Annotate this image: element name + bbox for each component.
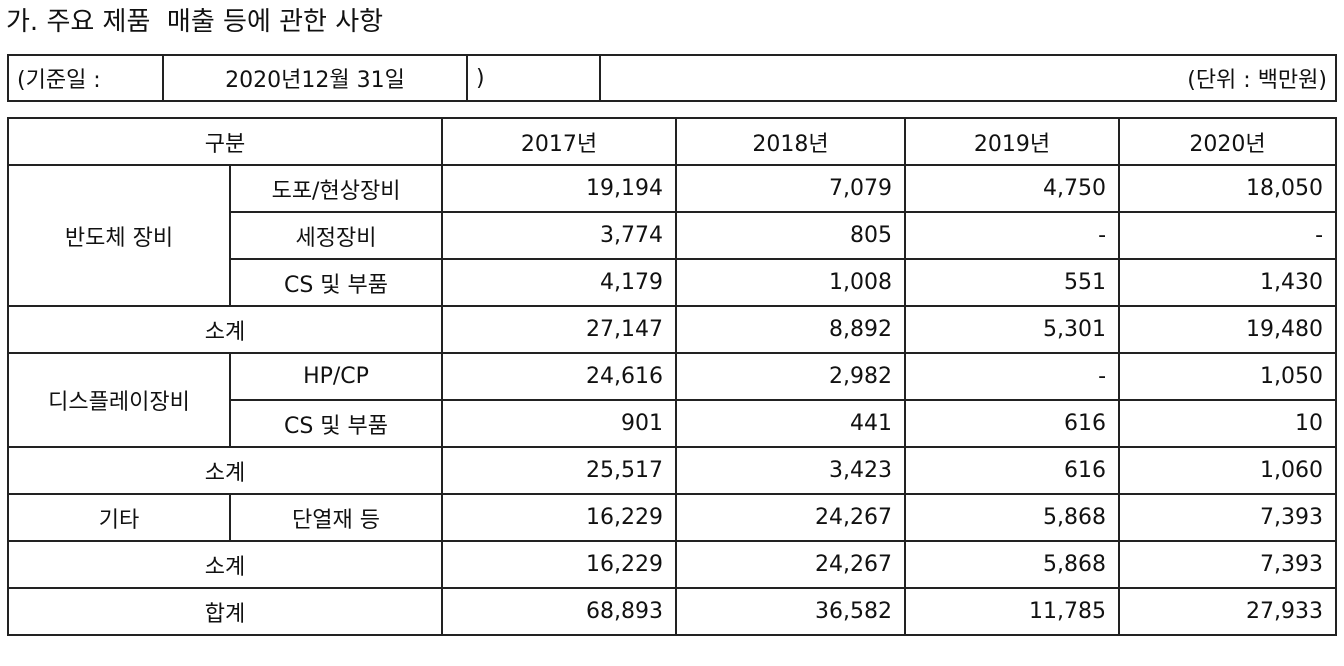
table-row: 기타 단열재 등 16,229 24,267 5,868 7,393: [7, 493, 1338, 542]
value-cell: 551: [904, 258, 1121, 307]
value-cell: 27,147: [441, 305, 678, 354]
value-cell: 3,423: [675, 446, 907, 495]
value-cell: 7,393: [1118, 493, 1338, 542]
value-cell: 24,616: [441, 352, 678, 401]
value-cell: 1,050: [1118, 352, 1338, 401]
value-cell: 16,229: [441, 493, 678, 542]
value-cell: 1,008: [675, 258, 907, 307]
info-table: (기준일 : 2020년12월 31일 ) (단위 : 백만원): [7, 54, 1337, 102]
sales-table: 구분 2017년 2018년 2019년 2020년 반도체 장비 도포/현상장…: [6, 117, 1338, 636]
value-cell: 68,893: [441, 587, 678, 636]
header-year: 2020년: [1118, 117, 1338, 166]
table-row: 디스플레이장비 HP/CP 24,616 2,982 - 1,050: [7, 352, 1338, 448]
value-cell: 16,229: [441, 540, 678, 589]
table-row: CS 및 부품 901 441 616 10: [8, 399, 1338, 448]
value-cell: 8,892: [675, 305, 907, 354]
value-cell: 5,301: [904, 305, 1121, 354]
group-label-semiconductor: 반도체 장비: [7, 164, 231, 307]
value-cell: -: [904, 211, 1121, 260]
total-label: 합계: [6, 587, 444, 636]
value-cell: 7,393: [1118, 540, 1338, 589]
table-row: 반도체 장비 도포/현상장비 19,194 7,079 4,750 18,050: [7, 164, 1338, 307]
header-year: 2017년: [441, 117, 678, 166]
value-cell: 4,750: [904, 164, 1121, 213]
value-cell: 1,060: [1118, 446, 1338, 495]
table-row: 세정장비 3,774 805 - -: [8, 211, 1338, 260]
subtotal-row: 소계 25,517 3,423 616 1,060: [6, 446, 1338, 495]
info-row: (기준일 : 2020년12월 31일 ) (단위 : 백만원): [7, 54, 1337, 102]
item-label: CS 및 부품: [228, 399, 444, 448]
total-row: 합계 68,893 36,582 11,785 27,933: [6, 587, 1338, 636]
value-cell: 7,079: [675, 164, 907, 213]
item-label: CS 및 부품: [228, 258, 444, 307]
item-label: 도포/현상장비: [228, 164, 444, 213]
value-cell: 27,933: [1118, 587, 1338, 636]
value-cell: 616: [904, 399, 1121, 448]
value-cell: 441: [675, 399, 907, 448]
value-cell: 805: [675, 211, 907, 260]
table-row: CS 및 부품 4,179 1,008 551 1,430: [8, 258, 1338, 307]
group-label-display: 디스플레이장비: [7, 352, 231, 448]
value-cell: 616: [904, 446, 1121, 495]
header-row: 구분 2017년 2018년 2019년 2020년: [6, 117, 1338, 166]
value-cell: 24,267: [675, 493, 907, 542]
date-label: (기준일 :: [7, 54, 164, 102]
group-label-other: 기타: [7, 493, 231, 542]
date-close-paren: ): [466, 54, 601, 102]
unit-label: (단위 : 백만원): [599, 54, 1337, 102]
header-year: 2018년: [675, 117, 907, 166]
value-cell: 18,050: [1118, 164, 1338, 213]
subtotal-row: 소계 27,147 8,892 5,301 19,480: [6, 305, 1338, 354]
subtotal-label: 소계: [6, 446, 444, 495]
value-cell: 3,774: [441, 211, 678, 260]
value-cell: 5,868: [904, 540, 1121, 589]
value-cell: 10: [1118, 399, 1338, 448]
subtotal-label: 소계: [6, 305, 444, 354]
value-cell: -: [1118, 211, 1338, 260]
value-cell: 4,179: [441, 258, 678, 307]
item-label: 세정장비: [228, 211, 444, 260]
header-category: 구분: [6, 117, 444, 166]
value-cell: 25,517: [441, 446, 678, 495]
value-cell: 19,480: [1118, 305, 1338, 354]
value-cell: 1,430: [1118, 258, 1338, 307]
item-label: 단열재 등: [228, 493, 444, 542]
value-cell: 19,194: [441, 164, 678, 213]
value-cell: 2,982: [675, 352, 907, 401]
value-cell: 901: [441, 399, 678, 448]
subtotal-label: 소계: [6, 540, 444, 589]
item-label: HP/CP: [228, 352, 444, 401]
date-value: 2020년12월 31일: [162, 54, 468, 102]
value-cell: 24,267: [675, 540, 907, 589]
value-cell: -: [904, 352, 1121, 401]
value-cell: 36,582: [675, 587, 907, 636]
value-cell: 5,868: [904, 493, 1121, 542]
subtotal-row: 소계 16,229 24,267 5,868 7,393: [6, 540, 1338, 589]
value-cell: 11,785: [904, 587, 1121, 636]
section-title: 가. 주요 제품 매출 등에 관한 사항: [6, 7, 384, 37]
header-year: 2019년: [904, 117, 1121, 166]
